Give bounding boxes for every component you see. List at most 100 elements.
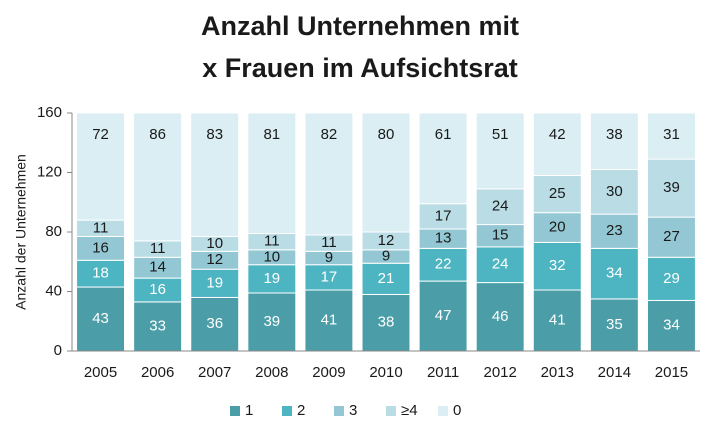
data-label: 39 xyxy=(663,179,680,196)
x-tick-label: 2007 xyxy=(198,364,231,381)
data-label: 38 xyxy=(606,126,623,143)
legend-label: ≥4 xyxy=(401,402,418,419)
x-tick-label: 2009 xyxy=(312,364,345,381)
data-label: 9 xyxy=(325,249,333,266)
data-label: 11 xyxy=(321,234,337,251)
data-label: 24 xyxy=(492,198,509,215)
bar-segment xyxy=(190,112,240,237)
bar-segment xyxy=(361,293,411,352)
bar-segment xyxy=(475,112,525,190)
legend-label: 3 xyxy=(349,402,357,419)
bar-segment xyxy=(247,292,297,352)
bar-segment xyxy=(646,112,696,160)
data-label: 17 xyxy=(435,207,452,224)
data-label: 34 xyxy=(663,317,680,334)
bar-segment xyxy=(532,174,582,214)
data-label: 13 xyxy=(435,230,452,247)
data-label: 51 xyxy=(492,126,509,143)
bar-segment xyxy=(304,112,354,236)
data-label: 11 xyxy=(264,233,280,250)
data-label: 21 xyxy=(378,270,395,287)
bar-segment xyxy=(247,264,297,294)
data-label: 82 xyxy=(321,126,338,143)
data-label: 36 xyxy=(206,315,223,332)
x-tick-label: 2015 xyxy=(655,364,688,381)
data-label: 35 xyxy=(606,316,623,333)
data-label: 31 xyxy=(663,126,680,143)
data-label: 15 xyxy=(492,227,509,244)
bar-segment xyxy=(76,259,126,288)
data-label: 32 xyxy=(549,257,566,274)
x-tick-label: 2005 xyxy=(84,364,117,381)
data-label: 23 xyxy=(606,222,623,239)
bar-segment xyxy=(646,158,696,218)
chart-title: Anzahl Unternehmen mit xyxy=(201,11,519,41)
data-label: 41 xyxy=(549,311,566,328)
data-label: 10 xyxy=(263,248,280,265)
bar-segment xyxy=(589,112,639,171)
bar-segment xyxy=(475,188,525,226)
x-tick-label: 2013 xyxy=(541,364,574,381)
bar-segment xyxy=(418,112,468,205)
data-label: 24 xyxy=(492,256,509,273)
chart-title: x Frauen im Aufsichtsrat xyxy=(202,53,518,83)
data-label: 22 xyxy=(435,256,452,273)
bar-segment xyxy=(418,247,468,282)
bar-segment xyxy=(646,216,696,258)
bar-segment xyxy=(589,247,639,300)
x-tick-label: 2008 xyxy=(255,364,288,381)
data-label: 41 xyxy=(321,311,338,328)
data-label: 14 xyxy=(149,259,166,276)
data-label: 61 xyxy=(435,126,452,143)
data-label: 38 xyxy=(378,314,395,331)
bar-segment xyxy=(133,112,183,242)
data-label: 10 xyxy=(206,235,223,252)
legend-swatch xyxy=(334,406,344,416)
data-label: 42 xyxy=(549,126,566,143)
data-label: 12 xyxy=(378,232,395,249)
y-tick-label: 120 xyxy=(37,163,62,180)
legend-label: 1 xyxy=(245,402,253,419)
bar-segment xyxy=(589,213,639,249)
data-label: 29 xyxy=(663,270,680,287)
bar-segment xyxy=(589,298,639,352)
bar-segment xyxy=(247,112,297,234)
data-label: 11 xyxy=(150,240,166,257)
data-label: 47 xyxy=(435,307,452,324)
data-label: 19 xyxy=(263,270,280,287)
bar-segment xyxy=(532,241,582,291)
bar-segment xyxy=(646,299,696,352)
data-label: 80 xyxy=(378,126,395,143)
legend-swatch xyxy=(282,406,292,416)
y-tick-label: 160 xyxy=(37,104,62,121)
bar-segment xyxy=(532,112,582,176)
legend-label: 0 xyxy=(453,402,461,419)
legend-swatch xyxy=(230,406,240,416)
data-label: 30 xyxy=(606,183,623,200)
data-label: 16 xyxy=(149,281,166,298)
data-label: 16 xyxy=(92,239,109,256)
legend-swatch xyxy=(386,406,396,416)
data-label: 25 xyxy=(549,185,566,202)
bar-segment xyxy=(361,112,411,233)
data-label: 20 xyxy=(549,219,566,236)
y-tick-label: 0 xyxy=(54,342,62,359)
data-label: 18 xyxy=(92,265,109,282)
data-label: 17 xyxy=(321,268,338,285)
data-label: 9 xyxy=(382,248,390,265)
legend-swatch xyxy=(438,406,448,416)
x-tick-label: 2011 xyxy=(427,364,459,381)
data-label: 43 xyxy=(92,310,109,327)
data-label: 12 xyxy=(206,251,223,268)
legend-label: 2 xyxy=(297,402,305,419)
y-tick-label: 80 xyxy=(45,223,62,240)
data-label: 11 xyxy=(93,219,109,236)
data-label: 86 xyxy=(149,126,166,143)
bar-segment xyxy=(190,268,240,298)
bar-segment xyxy=(418,203,468,230)
data-label: 72 xyxy=(92,126,109,143)
x-tick-label: 2010 xyxy=(369,364,402,381)
data-label: 33 xyxy=(149,317,166,334)
x-tick-label: 2006 xyxy=(141,364,174,381)
